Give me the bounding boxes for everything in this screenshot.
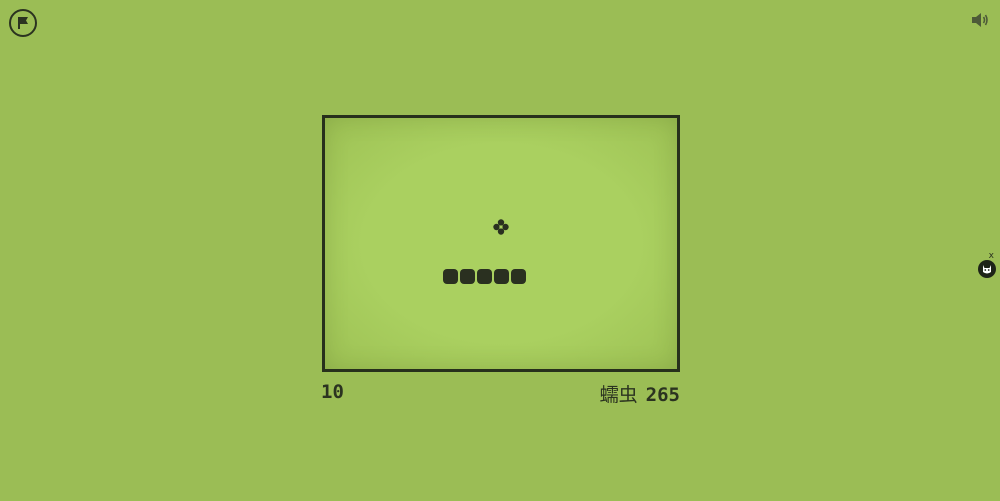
- current-score: 10: [321, 381, 344, 403]
- snake-segment: [477, 269, 492, 284]
- speaker-icon: [972, 13, 988, 27]
- flag-button[interactable]: [9, 9, 37, 37]
- game-board[interactable]: [322, 115, 680, 372]
- snake-segment: [460, 269, 475, 284]
- high-score-label: 蠕虫: [599, 384, 638, 406]
- side-widget-close-button[interactable]: x: [988, 251, 994, 261]
- cat-avatar-icon[interactable]: [978, 260, 996, 278]
- snake-segment: [494, 269, 509, 284]
- high-score-panel: 蠕虫 265: [600, 380, 680, 407]
- high-score-value: 265: [645, 384, 680, 406]
- flower-food-icon: [493, 219, 509, 235]
- sound-button[interactable]: [970, 10, 990, 30]
- snake-segment: [443, 269, 458, 284]
- flag-icon: [18, 17, 28, 29]
- side-widget: x: [976, 252, 996, 278]
- snake-head: [511, 269, 526, 284]
